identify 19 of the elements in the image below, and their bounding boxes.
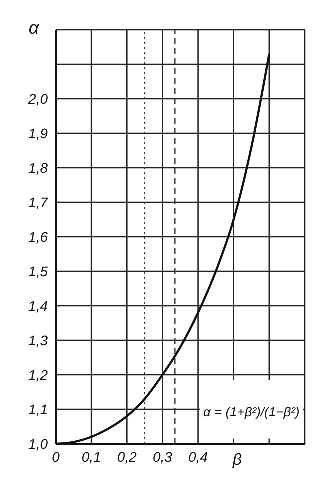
annotation: α = (1+β²)/(1−β²): [203, 404, 300, 420]
y-tick-label: 1,4: [28, 298, 48, 314]
y-tick-label: 1,6: [28, 228, 48, 245]
y-axis-title: α: [28, 18, 40, 38]
x-tick-label: 0,1: [82, 448, 102, 465]
y-tick-label: 1,1: [28, 401, 48, 418]
y-tick-label: 1,5: [28, 263, 48, 280]
x-tick-label: 0,3: [152, 448, 173, 465]
x-tick-label: 0,4: [188, 448, 208, 465]
y-tick-label: 1,7: [28, 194, 50, 210]
y-tick-label: 1,8: [28, 160, 48, 176]
y-tick-label: 2,0: [28, 90, 48, 107]
x-axis-title: β: [232, 452, 242, 469]
x-tick-label: 0: [52, 448, 60, 465]
y-tick-label: 1,3: [28, 332, 48, 348]
y-tick-label: 1,0: [28, 436, 48, 452]
x-tick-label: 0,2: [117, 448, 138, 465]
y-tick-label: 1,2: [28, 366, 48, 383]
y-tick-label: 1,9: [28, 125, 48, 142]
